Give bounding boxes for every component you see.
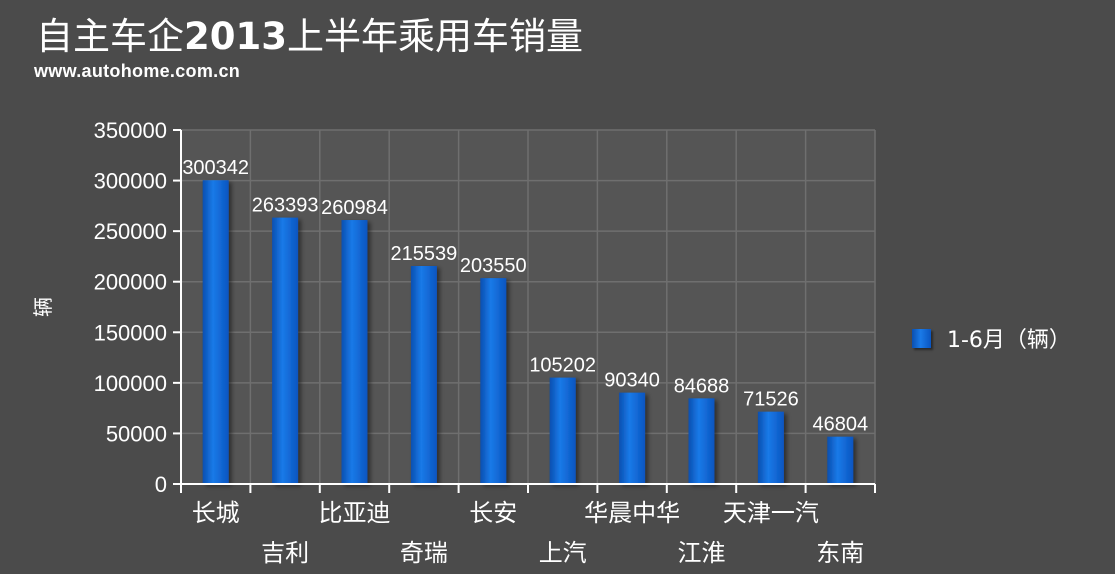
data-label: 260984 [321,197,388,219]
bar [341,220,368,484]
y-tick-label: 0 [155,472,167,497]
data-label: 84688 [674,375,730,397]
y-tick-label: 150000 [94,320,167,345]
x-category-label: 江淮 [678,539,726,567]
bar [827,436,854,484]
x-category-label: 长安 [469,499,517,527]
y-tick-label: 200000 [94,270,167,295]
chart-title-year: 2013 [184,15,287,58]
chart-title-suffix: 上半年乘用车销量 [286,15,583,58]
axes [173,129,876,493]
data-label: 215539 [391,243,458,265]
x-category-label: 奇瑞 [400,539,448,567]
legend-label: 1-6月（辆） [947,328,1071,353]
bar [757,411,784,484]
data-label: 300342 [182,157,249,179]
chart-title-prefix: 自主车企 [36,15,184,58]
data-label: 90340 [604,370,660,392]
site-watermark: www.autohome.com.cn [34,61,241,81]
x-category-label: 吉利 [261,539,309,567]
y-tick-label: 100000 [94,371,167,396]
data-label: 46804 [812,414,868,436]
bar [480,278,507,484]
data-label: 203550 [460,255,527,277]
legend: 1-6月（辆） [912,322,1071,354]
data-label: 263393 [252,195,319,217]
bar [619,392,646,484]
data-label: 105202 [529,355,596,377]
bar [688,398,715,484]
x-category-label: 天津一汽 [723,499,819,527]
x-category-label: 华晨中华 [584,499,680,527]
chart-title: 自主车企2013上半年乘用车销量 [36,14,583,60]
y-axis-ticks: 0 50000 100000 150000 200000 250000 300000 3500… [94,118,167,497]
bar [549,377,576,484]
y-tick-label: 350000 [94,118,167,143]
x-category-label: 比亚迪 [319,499,391,527]
x-category-label: 上汽 [539,539,587,567]
x-category-label: 东南 [816,539,864,567]
y-axis-title: 辆 [31,297,55,317]
bar [202,180,229,484]
x-category-label: 长城 [192,499,240,527]
bar [272,217,299,484]
legend-swatch [912,328,931,348]
y-tick-label: 250000 [94,219,167,244]
bar [410,265,437,484]
data-label: 71526 [743,389,799,411]
bars [202,180,854,484]
y-tick-label: 300000 [94,169,167,194]
y-tick-label: 50000 [106,421,167,446]
